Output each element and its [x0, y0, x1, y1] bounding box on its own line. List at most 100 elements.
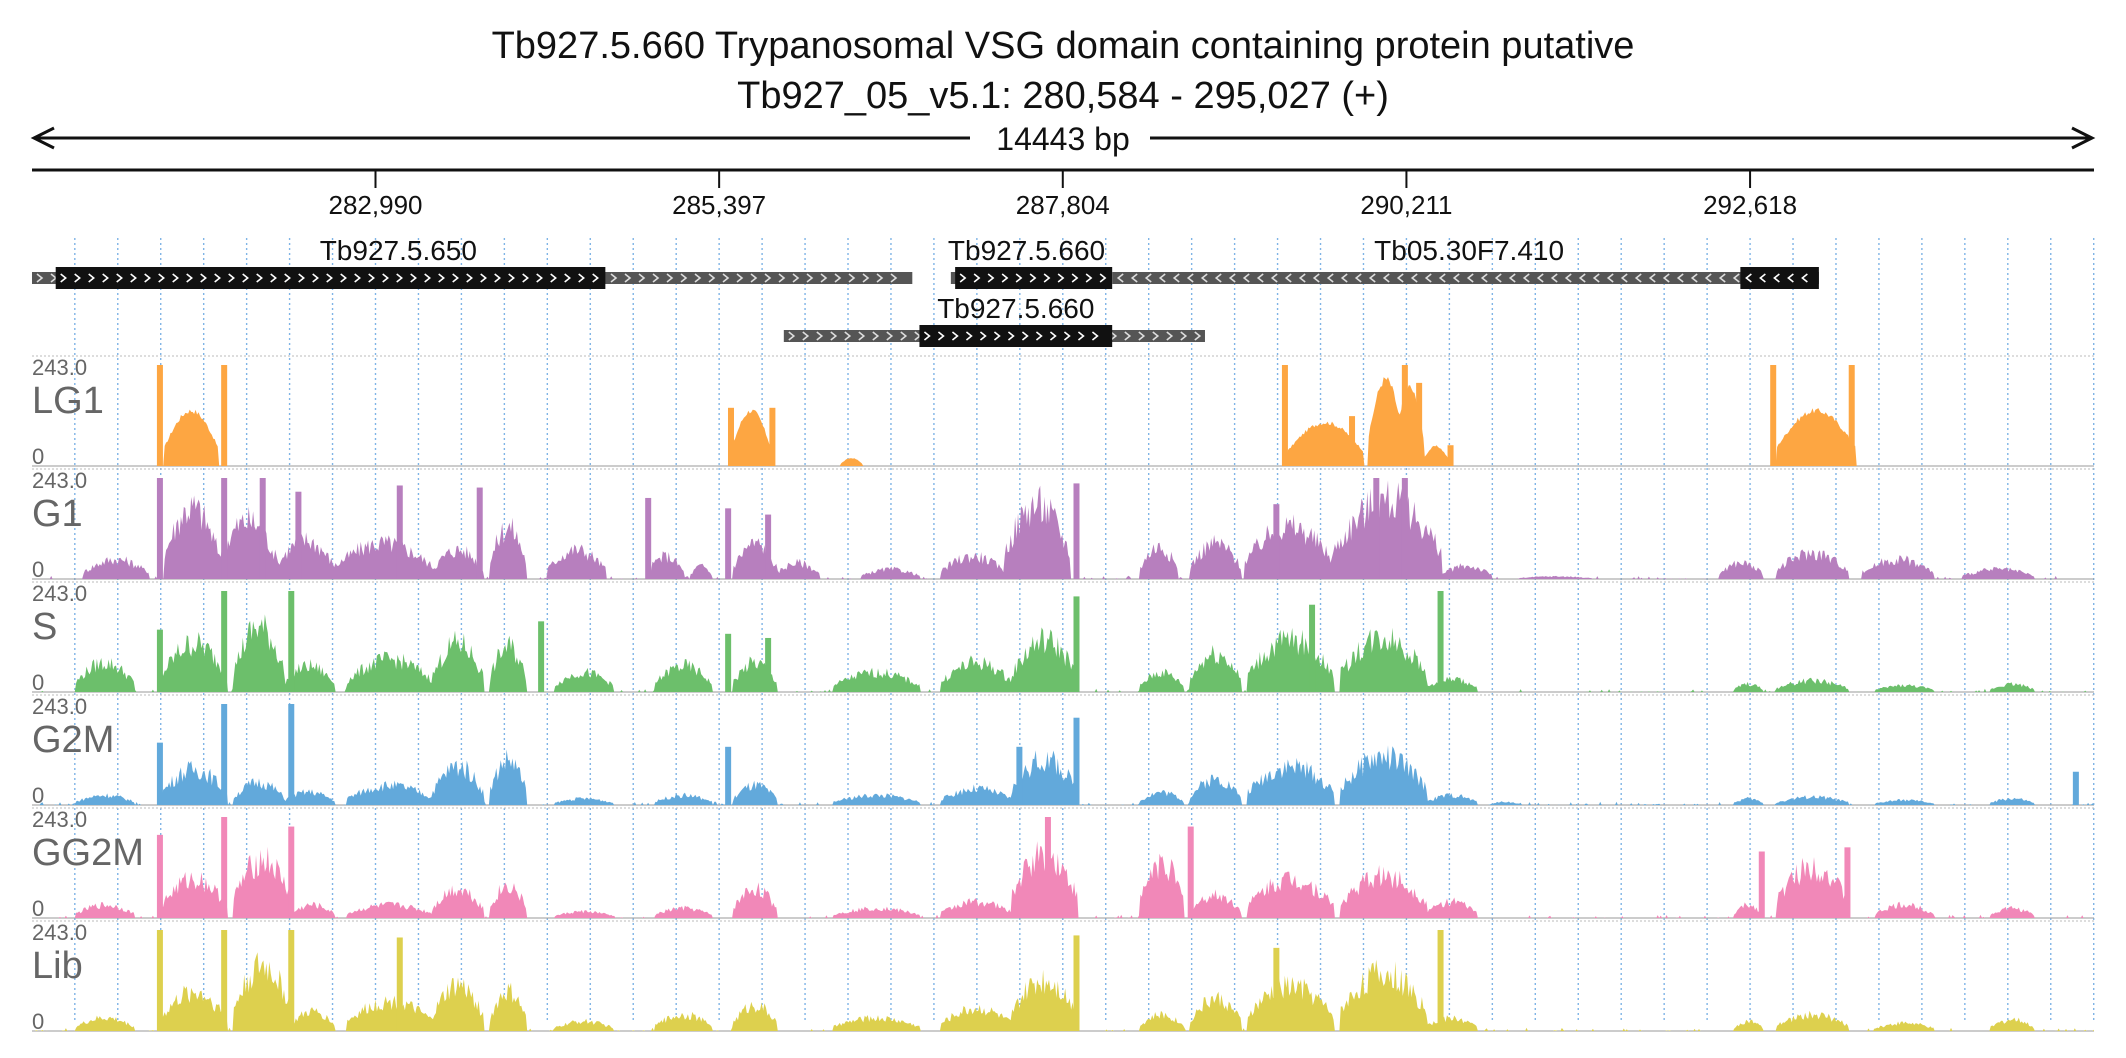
span-arrowhead-left	[30, 126, 55, 150]
chevron	[452, 273, 459, 283]
track-ymax-label: 243.0	[32, 694, 87, 719]
chevron	[1001, 273, 1009, 283]
chevron	[848, 273, 856, 283]
chevron	[1214, 273, 1222, 283]
coverage-spike	[1073, 483, 1080, 579]
gene-cds	[955, 267, 1113, 289]
chevron	[60, 273, 67, 283]
chevron	[1110, 331, 1118, 341]
chevron	[1270, 273, 1278, 283]
chevron	[1438, 273, 1446, 283]
coverage-area	[32, 614, 2094, 692]
chevron	[834, 273, 842, 283]
track-ymin-label: 0	[32, 557, 44, 582]
chevron	[1424, 273, 1432, 283]
chevron	[1124, 331, 1132, 341]
coverage-spike	[1309, 604, 1316, 692]
chevron	[778, 273, 786, 283]
chevron	[1116, 273, 1124, 283]
x-tick-label: 282,990	[329, 190, 423, 220]
chevron	[144, 273, 151, 283]
chevron	[1550, 273, 1558, 283]
track-lib: 243.0 0 Lib	[32, 920, 2094, 1034]
chevron	[382, 273, 389, 283]
chevron	[666, 273, 674, 283]
gene-feature: Tb927.5.660	[948, 235, 1113, 289]
chevron	[1152, 331, 1160, 341]
chevron	[410, 273, 417, 283]
chevron	[1015, 273, 1023, 283]
track-name: G1	[32, 493, 83, 535]
coverage-spike	[221, 817, 228, 918]
chevron	[1690, 273, 1698, 283]
track-ymin-label: 0	[32, 896, 44, 921]
coverage-spike	[1273, 947, 1280, 1031]
track-name: G2M	[32, 719, 114, 761]
chevron	[1522, 273, 1530, 283]
chevron	[951, 331, 959, 341]
chevron	[1035, 331, 1043, 341]
chevron	[1099, 273, 1107, 283]
chevron	[886, 331, 894, 341]
coverage-spike	[1770, 365, 1777, 466]
chevron	[1228, 273, 1236, 283]
coverage-spike	[1281, 365, 1288, 466]
chevron	[890, 273, 898, 283]
chevron	[1043, 273, 1051, 283]
coverage-spike	[1073, 935, 1080, 1031]
track-name: Lib	[32, 945, 83, 987]
chevron	[1354, 273, 1362, 283]
chevron	[1452, 273, 1460, 283]
chevron	[1091, 331, 1099, 341]
coverage-spike	[221, 365, 228, 466]
coverage-spike	[727, 407, 734, 466]
chevron	[1787, 273, 1794, 283]
chevron	[424, 273, 431, 283]
track-name: LG1	[32, 380, 104, 422]
track-ymax-label: 243.0	[32, 807, 87, 832]
chevron	[1606, 273, 1614, 283]
chevron	[1166, 331, 1174, 341]
coverage-spike	[725, 633, 732, 692]
chevron	[1718, 273, 1726, 283]
coverage-spike	[221, 930, 228, 1031]
chevron	[1057, 273, 1065, 283]
track-ymin-label: 0	[32, 444, 44, 469]
chevron	[736, 273, 744, 283]
chevron	[1676, 273, 1684, 283]
chevron	[480, 273, 487, 283]
coverage-spike	[221, 478, 228, 579]
chevron	[326, 273, 333, 283]
chevron	[88, 273, 95, 283]
coverage-spike	[156, 629, 163, 692]
chevron	[158, 273, 165, 283]
chevron	[1172, 273, 1180, 283]
chevron	[74, 273, 81, 283]
track-g1: 243.0 0 G1	[32, 468, 2094, 582]
coverage-spike	[1373, 478, 1380, 579]
x-tick-label: 287,804	[1016, 190, 1110, 220]
chevron	[1759, 273, 1766, 283]
chevron	[1704, 273, 1712, 283]
chevron	[1564, 273, 1572, 283]
strand-chevrons	[959, 273, 1107, 283]
gene-utr	[1112, 272, 1819, 284]
coverage-spike	[295, 491, 302, 579]
chevron	[1466, 273, 1474, 283]
chevron	[979, 331, 987, 341]
chevron	[1578, 273, 1586, 283]
coverage-spike	[2072, 771, 2079, 805]
coverage-spike	[1844, 847, 1851, 918]
coverage-spike	[1437, 591, 1444, 692]
strand-chevrons	[923, 331, 1099, 341]
coverage-spike	[725, 746, 732, 805]
chevron	[550, 273, 557, 283]
track-ymax-label: 243.0	[32, 355, 87, 380]
chevron	[1242, 273, 1250, 283]
chevron	[652, 273, 660, 283]
chevron	[466, 273, 473, 283]
track-s: 243.0 0 S	[32, 581, 2094, 695]
x-tick-label: 285,397	[672, 190, 766, 220]
coverage-spike	[1401, 365, 1408, 466]
coverage-area	[32, 745, 2094, 805]
